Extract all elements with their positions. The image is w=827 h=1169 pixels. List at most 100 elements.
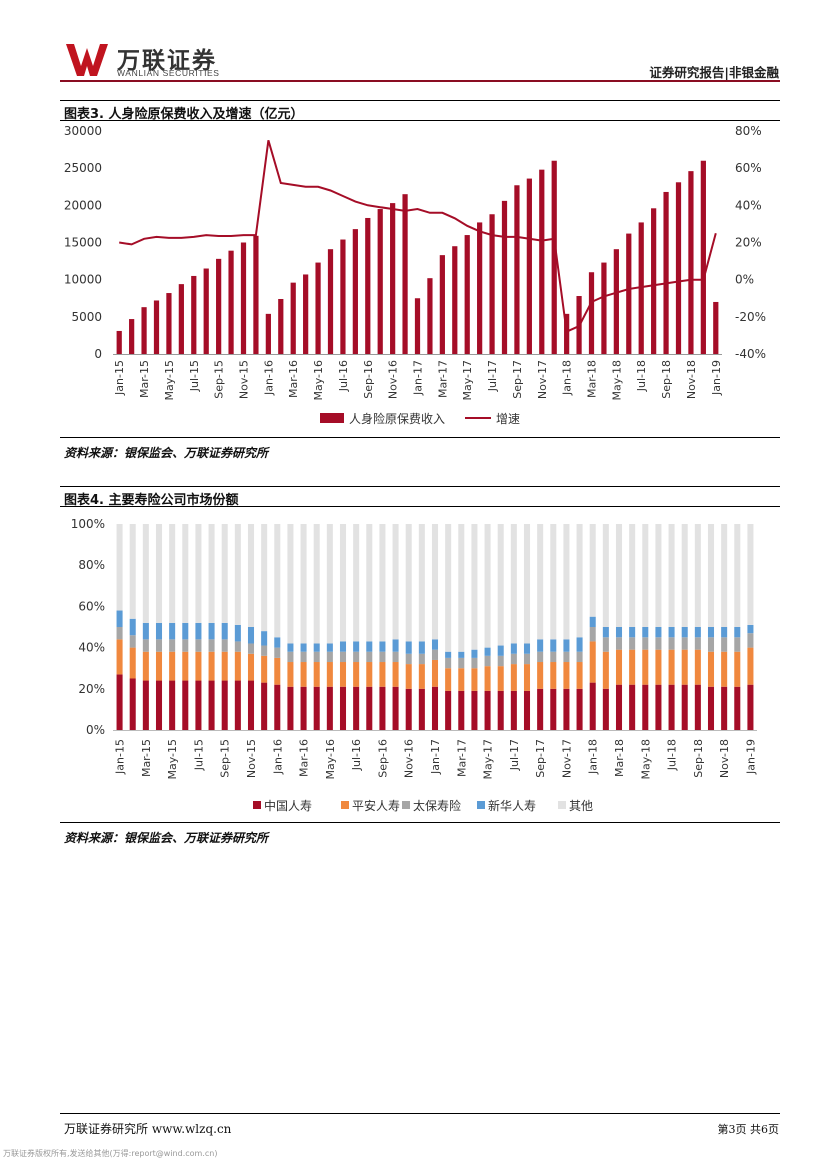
premium-bar [191, 275, 197, 354]
premium-bar [452, 246, 458, 354]
x-tick-label: Sep-18 [660, 360, 673, 399]
share-bar-segment [129, 618, 136, 636]
share-bar-segment [313, 651, 320, 663]
y-right-tick-label: 20% [735, 236, 762, 250]
share-bar-segment [418, 664, 425, 689]
share-bar-segment [405, 524, 412, 642]
share-bar-segment [195, 639, 202, 652]
legend-swatch [253, 801, 261, 809]
share-bar-segment [576, 688, 583, 730]
share-bar-segment [129, 635, 136, 648]
share-bar-segment [431, 524, 439, 640]
share-bar-segment [366, 651, 373, 663]
y-right-tick-label: -40% [735, 347, 766, 361]
premium-bar [340, 239, 346, 354]
share-bar-segment [747, 624, 754, 634]
growth-line [119, 140, 717, 334]
x-tick-label: Sep-16 [376, 739, 389, 778]
premium-bar [588, 272, 595, 354]
share-bar-segment [629, 684, 636, 730]
share-bar-segment [182, 680, 189, 730]
x-tick-label: Mar-16 [298, 739, 311, 777]
share-bar-segment [182, 651, 189, 681]
share-bar-segment [155, 524, 163, 623]
x-tick-label: Sep-15 [213, 360, 226, 399]
share-bar-segment [300, 662, 307, 687]
share-bar-segment [537, 662, 544, 689]
share-bar-segment [445, 657, 452, 669]
share-bar-segment [602, 627, 609, 638]
x-tick-label: May-17 [461, 360, 474, 401]
y-tick-label: 60% [78, 599, 105, 613]
share-bar-segment [563, 662, 570, 689]
wanlian-logo-icon [66, 44, 108, 76]
premium-bar [315, 262, 321, 354]
share-bar-segment [747, 633, 754, 648]
legend-label: 太保寿险 [413, 798, 461, 813]
share-bar-segment [182, 622, 189, 640]
share-bar-segment [339, 686, 347, 730]
x-tick-label: Jan-15 [113, 360, 126, 396]
x-tick-label: Jul-18 [666, 739, 679, 771]
share-bar-segment [221, 524, 228, 623]
y-left-tick-label: 20000 [64, 198, 102, 212]
x-tick-label: May-18 [639, 739, 652, 780]
premium-bar [439, 255, 445, 354]
share-bar-segment [734, 637, 741, 652]
premium-bar [265, 313, 271, 354]
share-bar-segment [169, 524, 176, 623]
share-bar-segment [155, 639, 163, 652]
x-tick-label: Jul-18 [635, 360, 648, 392]
premium-income-chart: 0 5000 10000 15000 20000 25000 30000 -40% -20% 0%… [64, 124, 766, 426]
premium-bar [116, 330, 122, 354]
share-bar-segment [721, 627, 728, 638]
legend-swatch [477, 801, 485, 809]
fig3-source: 资料来源：银保监会、万联证券研究所 [64, 446, 269, 460]
share-bar-segment [155, 651, 163, 681]
share-bar-segment [550, 651, 557, 663]
share-bar-segment [510, 690, 517, 730]
share-bar-segment [261, 524, 268, 632]
x-tick-label: May-17 [482, 739, 495, 780]
share-bar-segment [300, 643, 307, 652]
share-bar-segment [721, 524, 728, 627]
footer-rule [60, 1113, 780, 1114]
share-bar-segment [274, 637, 281, 648]
share-bar-segment [563, 524, 570, 640]
premium-bar [390, 203, 396, 354]
share-bar-segment [602, 524, 609, 627]
share-bar-segment [629, 637, 636, 650]
fig4-bottom-rule [60, 822, 780, 823]
share-bar-segment [353, 524, 360, 642]
x-tick-label: Jan-17 [412, 360, 425, 396]
share-bar-segment [247, 524, 255, 627]
share-bar-segment [129, 524, 136, 619]
y-tick-label: 0% [86, 723, 105, 737]
share-bar-segment [589, 627, 596, 642]
share-bar-segment [721, 686, 728, 730]
y-left-tick-label: 5000 [71, 310, 102, 324]
share-bar-segment [129, 678, 136, 730]
x-tick-label: Jul-16 [337, 360, 350, 392]
share-bar-segment [418, 653, 425, 665]
report-type: 证券研究报告|非银金融 [649, 65, 779, 80]
share-bar-segment [497, 645, 504, 656]
share-bar-segment [747, 647, 754, 685]
premium-bar [713, 301, 719, 354]
share-bar-segment [629, 524, 636, 627]
x-tick-label: Nov-17 [536, 360, 549, 399]
fig4-title-rule [60, 506, 780, 507]
premium-bar [626, 233, 632, 354]
premium-bar [203, 268, 209, 354]
share-bar-segment [300, 524, 307, 644]
share-bar-segment [615, 524, 623, 627]
share-bar-segment [734, 651, 741, 687]
share-bar-segment [694, 637, 701, 650]
share-bar-segment [655, 627, 662, 638]
share-bar-segment [234, 624, 241, 642]
x-tick-label: May-16 [312, 360, 325, 401]
x-tick-label: Nov-16 [403, 739, 416, 778]
share-bar-segment [497, 655, 504, 667]
y-tick-label: 20% [78, 682, 105, 696]
premium-bar [228, 250, 234, 354]
